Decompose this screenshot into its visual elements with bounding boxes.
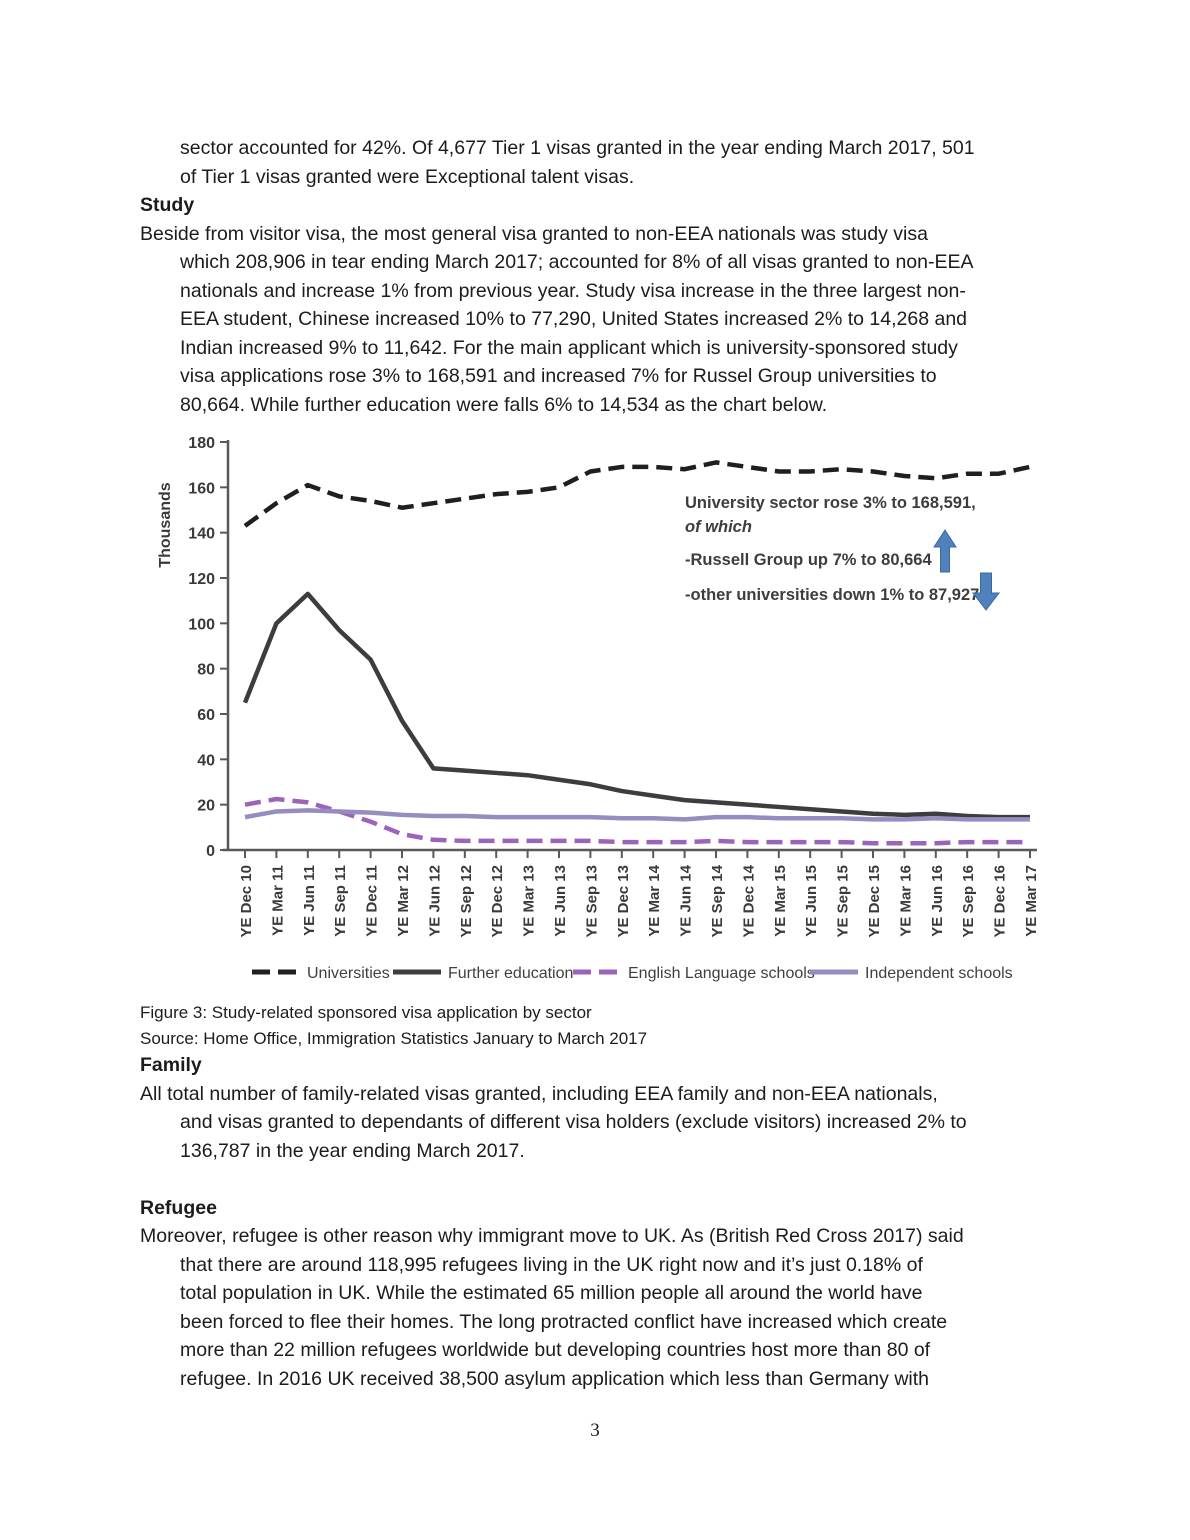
svg-text:40: 40 bbox=[197, 752, 215, 769]
text-line: 80,664. While further education were fal… bbox=[180, 393, 828, 416]
series-universities bbox=[243, 460, 1031, 528]
page-content: sector accounted for 42%. Of 4,677 Tier … bbox=[140, 134, 1052, 1393]
svg-text:YE Jun 13: YE Jun 13 bbox=[552, 865, 569, 937]
study-paragraph: Beside from visitor visa, the most gener… bbox=[140, 220, 1052, 420]
intro-paragraph: sector accounted for 42%. Of 4,677 Tier … bbox=[140, 134, 1052, 191]
text-line: total population in UK. While the estima… bbox=[180, 1282, 923, 1304]
blank-line bbox=[140, 1165, 1052, 1194]
svg-text:Further education: Further education bbox=[448, 965, 573, 982]
text-line: more than 22 million refugees worldwide … bbox=[180, 1339, 931, 1361]
text-line: refugee. In 2016 UK received 38,500 asyl… bbox=[180, 1367, 929, 1390]
svg-text:YE Dec 12: YE Dec 12 bbox=[489, 865, 506, 938]
svg-text:100: 100 bbox=[188, 616, 215, 633]
svg-text:YE Mar 17: YE Mar 17 bbox=[1023, 865, 1040, 937]
heading-family: Family bbox=[140, 1054, 202, 1076]
svg-text:YE Jun 15: YE Jun 15 bbox=[803, 865, 820, 937]
figure-caption: Figure 3: Study-related sponsored visa a… bbox=[140, 1003, 592, 1022]
text-line: and visas granted to dependants of diffe… bbox=[180, 1111, 967, 1133]
svg-text:-other universities down 1% to: -other universities down 1% to 87,927 bbox=[685, 586, 979, 604]
figure-source: Source: Home Office, Immigration Statist… bbox=[140, 1028, 648, 1048]
svg-text:English Language schools: English Language schools bbox=[628, 965, 815, 982]
series-independent-schools bbox=[244, 808, 1030, 822]
svg-text:YE Jun 16: YE Jun 16 bbox=[929, 865, 946, 937]
heading-refugee: Refugee bbox=[140, 1196, 217, 1219]
svg-text:YE Dec 14: YE Dec 14 bbox=[740, 864, 757, 937]
svg-text:YE Sep 15: YE Sep 15 bbox=[835, 865, 852, 938]
family-paragraph: All total number of family-related visas… bbox=[140, 1080, 1052, 1166]
svg-text:YE Dec 13: YE Dec 13 bbox=[615, 865, 632, 938]
up-arrow-icon bbox=[933, 529, 957, 573]
svg-text:YE Sep 16: YE Sep 16 bbox=[960, 865, 977, 938]
text-line: been forced to flee their homes. The lon… bbox=[180, 1310, 948, 1333]
text-line: nationals and increase 1% from previous … bbox=[180, 279, 966, 302]
svg-text:0: 0 bbox=[206, 843, 215, 860]
svg-text:University sector rose 3% to 1: University sector rose 3% to 168,591, bbox=[685, 494, 976, 512]
svg-text:60: 60 bbox=[197, 707, 215, 724]
svg-text:80: 80 bbox=[197, 662, 215, 679]
text-line: that there are around 118,995 refugees l… bbox=[180, 1253, 923, 1276]
svg-text:YE Mar 13: YE Mar 13 bbox=[521, 865, 538, 937]
svg-text:YE Mar 12: YE Mar 12 bbox=[395, 865, 412, 937]
svg-text:YE Mar 15: YE Mar 15 bbox=[772, 865, 789, 937]
svg-text:140: 140 bbox=[188, 526, 215, 543]
svg-text:YE Dec 15: YE Dec 15 bbox=[866, 865, 883, 938]
series-english-language-schools bbox=[244, 796, 1030, 846]
svg-text:-Russell Group up 7% to 80,664: -Russell Group up 7% to 80,664 bbox=[685, 551, 932, 569]
svg-text:YE Sep 14: YE Sep 14 bbox=[709, 864, 726, 937]
svg-text:YE Jun 12: YE Jun 12 bbox=[426, 865, 443, 937]
refugee-paragraph: Moreover, refugee is other reason why im… bbox=[140, 1222, 1052, 1393]
study-visa-line-chart: 0 20 40 60 80 100 120 140 160 180 Thousands YE Dec … bbox=[157, 435, 1040, 982]
page-number: 3 bbox=[590, 1420, 600, 1441]
svg-text:YE Dec 11: YE Dec 11 bbox=[364, 865, 381, 937]
text-line: visa applications rose 3% to 168,591 and… bbox=[180, 365, 937, 387]
svg-text:YE Dec 10: YE Dec 10 bbox=[238, 865, 255, 938]
svg-text:of which: of which bbox=[685, 518, 752, 536]
svg-text:180: 180 bbox=[188, 435, 215, 452]
text-line: Beside from visitor visa, the most gener… bbox=[140, 222, 928, 245]
down-arrow-icon bbox=[971, 572, 1001, 611]
svg-text:YE Mar 14: YE Mar 14 bbox=[646, 864, 663, 936]
text-line: Indian increased 9% to 11,642. For the m… bbox=[180, 336, 958, 359]
svg-text:20: 20 bbox=[197, 798, 215, 815]
svg-text:160: 160 bbox=[188, 480, 215, 497]
text-line: All total number of family-related visas… bbox=[140, 1082, 938, 1105]
text-line: EEA student, Chinese increased 10% to 77… bbox=[180, 308, 968, 330]
svg-text:Universities: Universities bbox=[307, 965, 390, 982]
svg-text:YE Dec 16: YE Dec 16 bbox=[992, 865, 1009, 938]
heading-study: Study bbox=[140, 194, 195, 216]
svg-text:YE Sep 13: YE Sep 13 bbox=[583, 865, 600, 938]
text-line: Moreover, refugee is other reason why im… bbox=[140, 1225, 964, 1247]
text-line: sector accounted for 42%. Of 4,677 Tier … bbox=[180, 137, 975, 159]
svg-text:YE Jun 14: YE Jun 14 bbox=[678, 864, 695, 936]
svg-text:Independent schools: Independent schools bbox=[865, 965, 1013, 982]
text-line: 136,787 in the year ending March 2017. bbox=[180, 1139, 525, 1162]
svg-text:YE Sep 12: YE Sep 12 bbox=[458, 865, 475, 938]
svg-text:Thousands: Thousands bbox=[157, 482, 174, 567]
text-line: of Tier 1 visas granted were Exceptional… bbox=[180, 165, 635, 188]
series-further-education bbox=[242, 591, 1030, 820]
figure3-chart: 0 20 40 60 80 100 120 140 160 180 Thousands YE Dec … bbox=[140, 425, 1050, 1000]
svg-text:YE Mar 16: YE Mar 16 bbox=[897, 865, 914, 937]
text-line: which 208,906 in tear ending March 2017;… bbox=[180, 251, 974, 273]
svg-text:YE Mar 11: YE Mar 11 bbox=[269, 865, 286, 936]
svg-text:YE Jun 11: YE Jun 11 bbox=[301, 865, 318, 936]
svg-text:120: 120 bbox=[188, 571, 215, 588]
svg-text:YE Sep 11: YE Sep 11 bbox=[332, 865, 349, 937]
